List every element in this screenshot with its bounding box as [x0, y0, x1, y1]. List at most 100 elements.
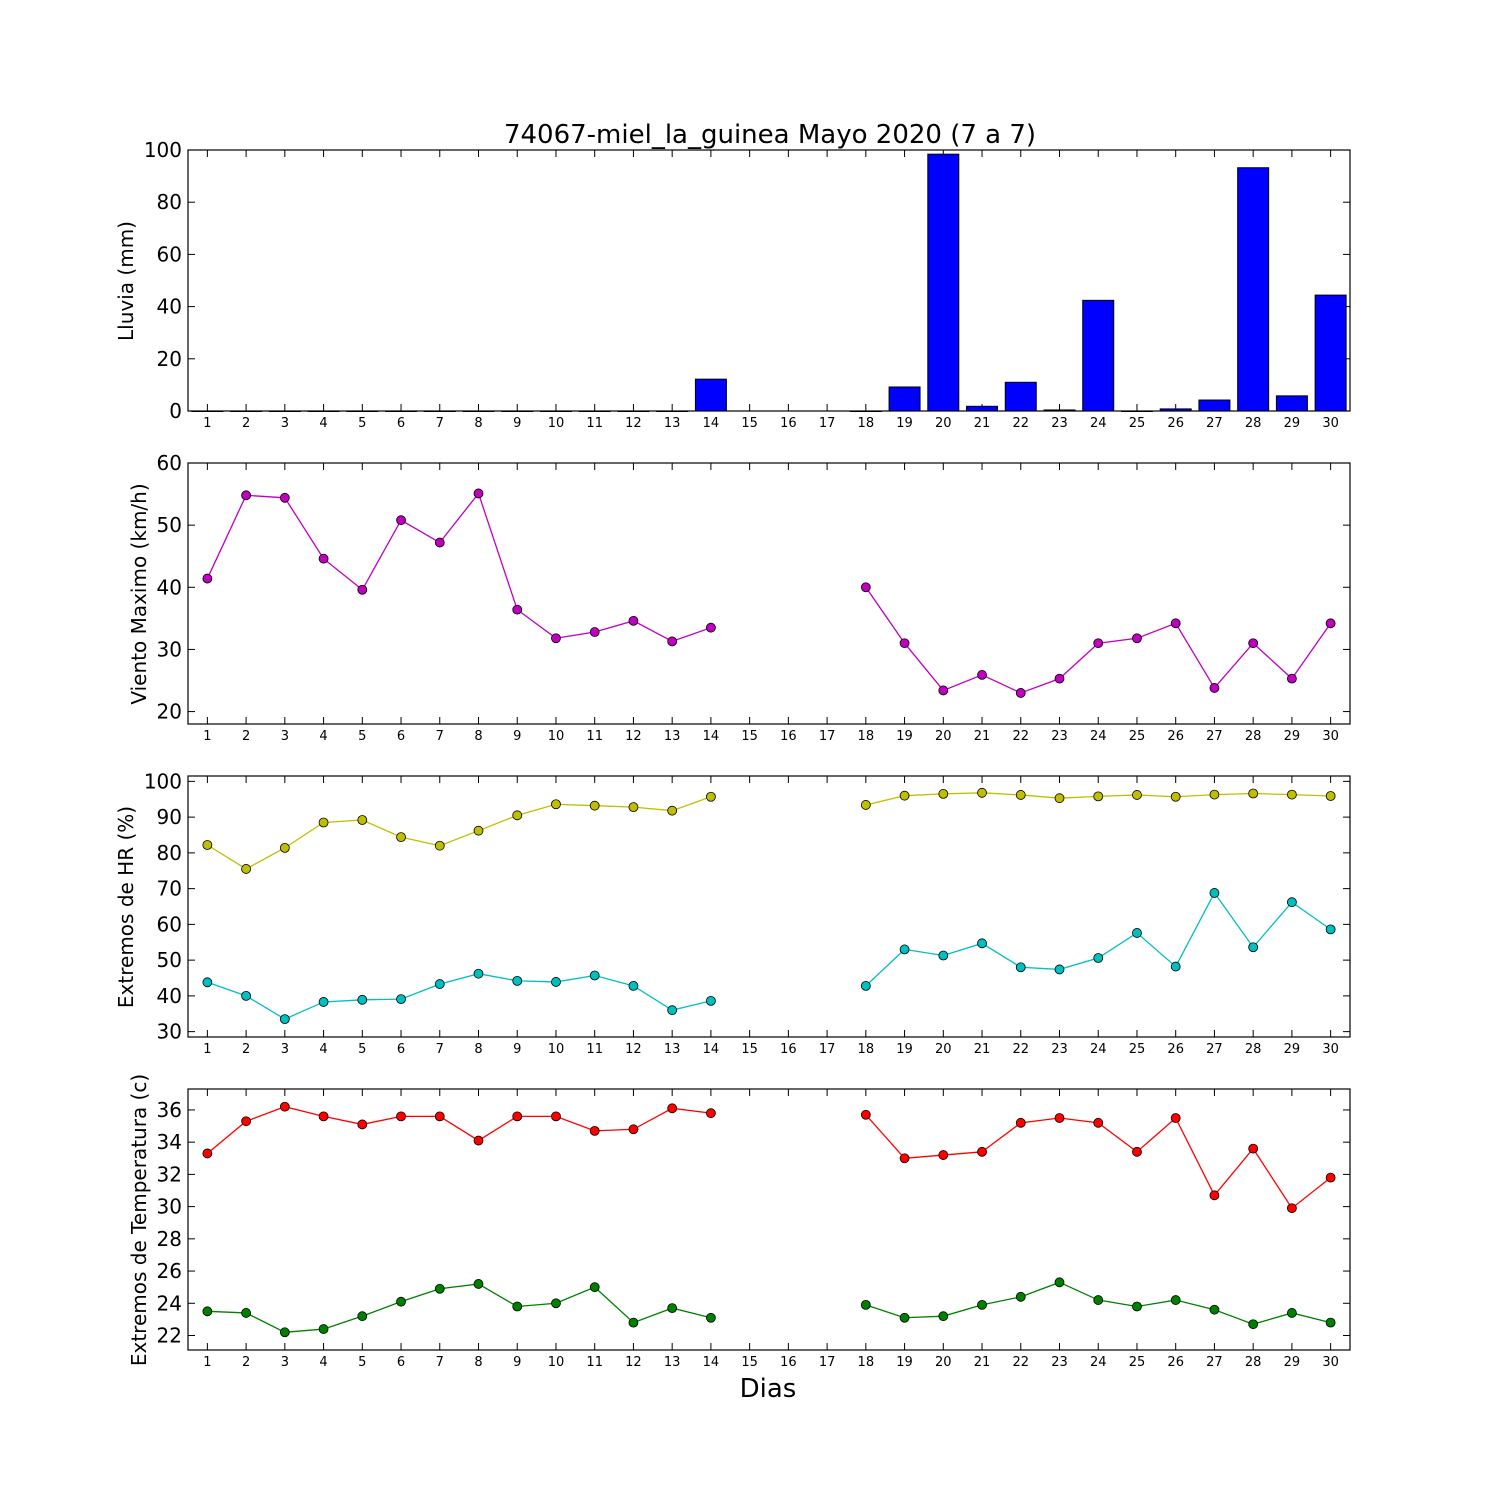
temperature-series-1-point [357, 1311, 368, 1322]
temperature-series-1-point [667, 1303, 678, 1314]
wind-y-tick-label: 20 [157, 700, 182, 724]
humidity-x-tick-label: 15 [741, 1042, 758, 1057]
temperature-x-tick-label: 16 [780, 1355, 797, 1370]
temperature-series-1-point [202, 1306, 213, 1317]
rain-x-tick-label: 17 [819, 416, 836, 431]
humidity-x-tick-label: 16 [780, 1042, 797, 1057]
humidity-series-1-point [938, 950, 949, 961]
temperature-series-0-point [628, 1124, 639, 1135]
humidity-x-tick-label: 23 [1051, 1042, 1068, 1057]
humidity-series-0-point [396, 832, 406, 843]
rain-bar [307, 410, 340, 412]
temperature-series-1-point [1015, 1291, 1026, 1302]
rain-bar [888, 386, 921, 412]
rain-x-tick-label: 24 [1090, 416, 1107, 431]
rain-bar [423, 410, 456, 412]
temperature-series-1-point [1054, 1277, 1065, 1288]
wind-y-tick-label: 50 [157, 513, 182, 537]
rain-bar [966, 405, 999, 412]
temperature-x-tick-label: 12 [625, 1355, 642, 1370]
humidity-series-1-point [1132, 928, 1142, 938]
temperature-series-1-point [860, 1299, 871, 1310]
humidity-series-1-point [589, 970, 600, 981]
humidity-series-1-point [279, 1014, 290, 1025]
rain-bar [462, 410, 495, 412]
temperature-series-1-point [899, 1312, 910, 1323]
temperature-series-0-point [1015, 1117, 1026, 1128]
humidity-x-tick-label: 13 [664, 1042, 681, 1057]
rain-bar [230, 410, 263, 412]
wind-x-tick-label: 9 [513, 729, 521, 744]
temperature-series-0-point [1287, 1203, 1297, 1214]
rain-x-tick-label: 22 [1012, 416, 1029, 431]
humidity-series-1-point [977, 938, 987, 949]
temperature-x-tick-label: 24 [1090, 1355, 1107, 1370]
rain-x-tick-label: 27 [1206, 416, 1223, 431]
temperature-series-1-point [1093, 1295, 1104, 1305]
humidity-series-0-point [938, 788, 949, 799]
humidity-series-0-point [706, 791, 716, 802]
rain-bar [1082, 299, 1115, 412]
humidity-y-tick-label: 50 [157, 948, 182, 972]
temperature-series-0-point [279, 1101, 290, 1112]
temperature-x-tick-label: 13 [664, 1355, 681, 1370]
wind-series-0-point [1054, 673, 1065, 684]
wind-series-0-point [628, 615, 639, 626]
humidity-x-tick-label: 6 [397, 1042, 405, 1057]
temperature-x-tick-label: 2 [242, 1355, 250, 1370]
humidity-series-0-point [202, 840, 213, 850]
wind-x-tick-label: 25 [1129, 729, 1146, 744]
humidity-series-0-point [318, 817, 329, 828]
rain-x-tick-label: 5 [358, 416, 366, 431]
humidity-y-tick-label: 70 [157, 877, 182, 901]
rain-bar [1198, 399, 1231, 412]
temperature-series-0-point [241, 1116, 252, 1127]
temperature-x-tick-label: 25 [1129, 1355, 1146, 1370]
humidity-x-tick-label: 2 [242, 1042, 250, 1057]
temperature-x-tick-label: 26 [1167, 1355, 1184, 1370]
temperature-series-0-point [434, 1111, 445, 1122]
temperature-series-0-point [202, 1148, 213, 1159]
humidity-x-tick-label: 17 [819, 1042, 836, 1057]
humidity-series-1-line [207, 973, 712, 1020]
temperature-series-0-point [1209, 1190, 1220, 1201]
temperature-x-tick-label: 6 [397, 1355, 405, 1370]
wind-x-tick-label: 1 [203, 729, 211, 744]
rain-bar [1159, 408, 1192, 412]
wind-x-tick-label: 22 [1012, 729, 1029, 744]
humidity-x-tick-label: 7 [436, 1042, 444, 1057]
temperature-x-tick-label: 19 [896, 1355, 913, 1370]
wind-x-tick-label: 3 [281, 729, 289, 744]
rain-bar [501, 410, 534, 412]
temperature-series-1-point [977, 1299, 987, 1310]
humidity-series-0-point [512, 810, 523, 821]
rain-x-tick-label: 3 [281, 416, 289, 431]
humidity-y-tick-label: 100 [144, 769, 182, 793]
wind-x-tick-label: 11 [586, 729, 603, 744]
humidity-x-tick-label: 20 [935, 1042, 952, 1057]
humidity-x-tick-label: 24 [1090, 1042, 1107, 1057]
wind-series-0-point [1015, 688, 1026, 698]
humidity-series-0-point [1054, 793, 1065, 804]
rain-y-tick-label: 80 [157, 190, 182, 214]
rain-bar [927, 153, 960, 412]
wind-series-0-point [318, 553, 329, 564]
humidity-series-1-point [318, 997, 329, 1007]
temperature-series-0-point [318, 1111, 329, 1122]
humidity-series-1-point [396, 994, 406, 1005]
humidity-series-1-point [1287, 897, 1297, 908]
rain-x-tick-label: 14 [703, 416, 720, 431]
temperature-x-tick-label: 29 [1284, 1355, 1301, 1370]
temperature-x-tick-label: 5 [358, 1355, 366, 1370]
wind-y-axis-label: Viento Maximo (km/h) [127, 483, 151, 704]
humidity-x-tick-label: 30 [1322, 1042, 1339, 1057]
wind-x-tick-label: 26 [1167, 729, 1184, 744]
temperature-y-tick-label: 22 [157, 1324, 182, 1348]
wind-series-0-point [357, 584, 368, 595]
wind-y-tick-label: 40 [157, 575, 182, 599]
wind-x-tick-label: 2 [242, 729, 250, 744]
wind-x-tick-label: 13 [664, 729, 681, 744]
temperature-series-0-point [1054, 1113, 1065, 1123]
wind-series-0-point [1132, 633, 1142, 644]
